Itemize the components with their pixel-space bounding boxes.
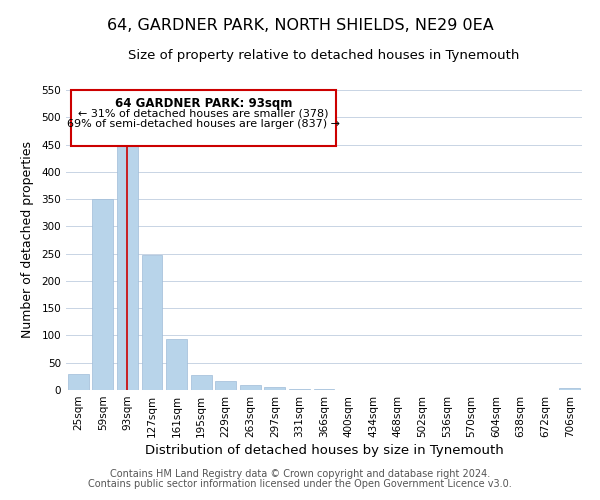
Bar [166, 338, 187, 390]
Bar [117, 146, 138, 390]
FancyBboxPatch shape [71, 90, 336, 146]
Text: Contains public sector information licensed under the Open Government Licence v3: Contains public sector information licen… [88, 479, 512, 489]
Text: 69% of semi-detached houses are larger (837) →: 69% of semi-detached houses are larger (… [67, 120, 340, 130]
Text: Contains HM Land Registry data © Crown copyright and database right 2024.: Contains HM Land Registry data © Crown c… [110, 469, 490, 479]
Bar [142, 254, 163, 390]
Bar [92, 199, 113, 390]
Bar [314, 389, 334, 390]
Bar [68, 374, 89, 390]
Text: ← 31% of detached houses are smaller (378): ← 31% of detached houses are smaller (37… [79, 108, 329, 118]
Y-axis label: Number of detached properties: Number of detached properties [22, 142, 34, 338]
Bar [215, 382, 236, 390]
Bar [289, 389, 310, 390]
X-axis label: Distribution of detached houses by size in Tynemouth: Distribution of detached houses by size … [145, 444, 503, 457]
Bar [265, 388, 286, 390]
Bar [240, 384, 261, 390]
Bar [191, 376, 212, 390]
Title: Size of property relative to detached houses in Tynemouth: Size of property relative to detached ho… [128, 50, 520, 62]
Text: 64, GARDNER PARK, NORTH SHIELDS, NE29 0EA: 64, GARDNER PARK, NORTH SHIELDS, NE29 0E… [107, 18, 493, 32]
Bar [559, 388, 580, 390]
Text: 64 GARDNER PARK: 93sqm: 64 GARDNER PARK: 93sqm [115, 97, 292, 110]
